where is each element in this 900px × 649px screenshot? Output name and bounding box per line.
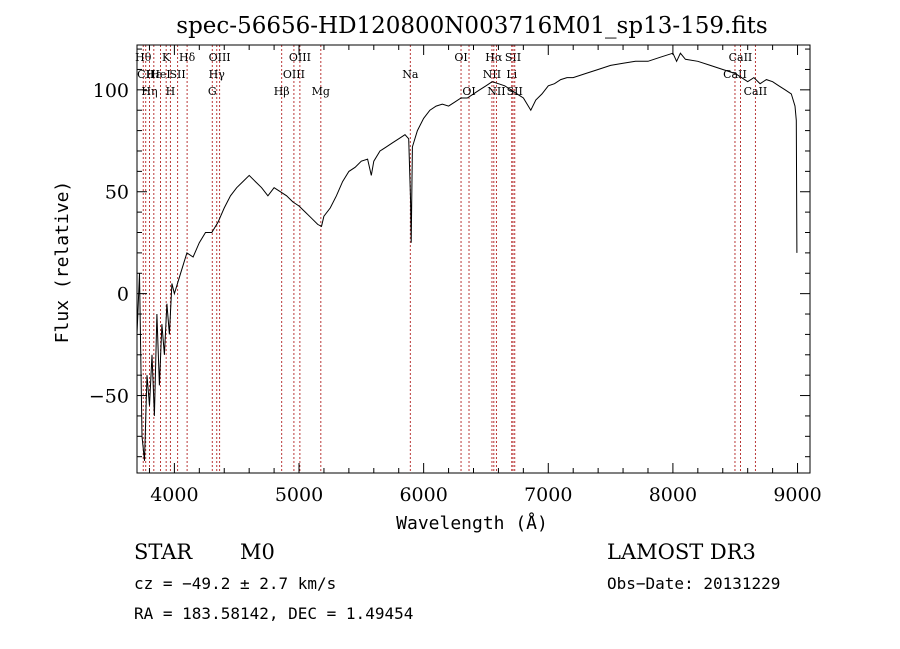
y-tick-label: −50	[89, 386, 129, 408]
line-marker-label: Na	[402, 68, 419, 81]
line-marker-label: H	[166, 85, 176, 98]
line-marker-label: Hδ	[179, 51, 196, 64]
y-axis-label: Flux (relative)	[52, 181, 73, 344]
line-marker-label: Hθ	[135, 51, 152, 64]
line-marker-label: Hη	[141, 85, 157, 98]
line-marker-label: SII	[170, 68, 186, 81]
object-subclass: M0	[240, 540, 275, 564]
chart-title: spec-56656-HD120800N003716M01_sp13-159.f…	[176, 13, 767, 39]
line-marker-label: NII	[487, 85, 505, 98]
line-marker-label: OIII	[289, 51, 311, 64]
axis-ticks: 4000 5000 6000 7000 8000 9000 −50 0 50 100	[89, 45, 822, 506]
x-tick-label: 9000	[773, 484, 821, 506]
y-tick-label: 100	[93, 80, 129, 102]
line-marker-label: HeI	[150, 68, 170, 81]
y-tick-label: 0	[117, 284, 129, 306]
line-marker-label: CaII	[729, 51, 753, 64]
line-marker-label: OIII	[209, 51, 231, 64]
line-marker-label: Hε	[146, 68, 162, 81]
line-marker-label: SII	[505, 51, 521, 64]
y-tick-label: 50	[105, 182, 129, 204]
line-marker-label: CaII	[744, 85, 768, 98]
coordinates: RA = 183.58142, DEC = 1.49454	[134, 604, 414, 623]
x-tick-label: 7000	[524, 484, 572, 506]
x-tick-label: 6000	[399, 484, 447, 506]
x-tick-label: 4000	[150, 484, 198, 506]
x-tick-label: 8000	[649, 484, 697, 506]
line-marker-label: Hβ	[274, 85, 290, 98]
line-marker-label: Li	[506, 68, 517, 81]
redshift-cz: cz = −49.2 ± 2.7 km/s	[134, 574, 337, 593]
line-marker-label: OIII	[283, 68, 305, 81]
spectrum-series-line	[136, 52, 798, 461]
line-marker-label: NII	[483, 68, 501, 81]
line-marker-label: G	[208, 85, 217, 98]
line-marker-label: K	[162, 51, 171, 64]
x-axis-label: Wavelength (Å)	[396, 512, 548, 534]
line-marker-label: Hγ	[209, 68, 226, 81]
line-marker-label: CII	[137, 68, 154, 81]
survey-name: LAMOST DR3	[607, 540, 756, 564]
line-marker-label: OI	[454, 51, 467, 64]
x-tick-label: 5000	[275, 484, 323, 506]
object-class: STAR	[134, 540, 193, 564]
observation-date: Obs−Date: 20131229	[607, 574, 781, 593]
plot-area	[136, 52, 798, 461]
line-marker-label: OI	[462, 85, 475, 98]
plot-frame	[136, 44, 811, 474]
line-marker-label: Hα	[485, 51, 503, 64]
line-marker-label: Mg	[312, 85, 330, 98]
